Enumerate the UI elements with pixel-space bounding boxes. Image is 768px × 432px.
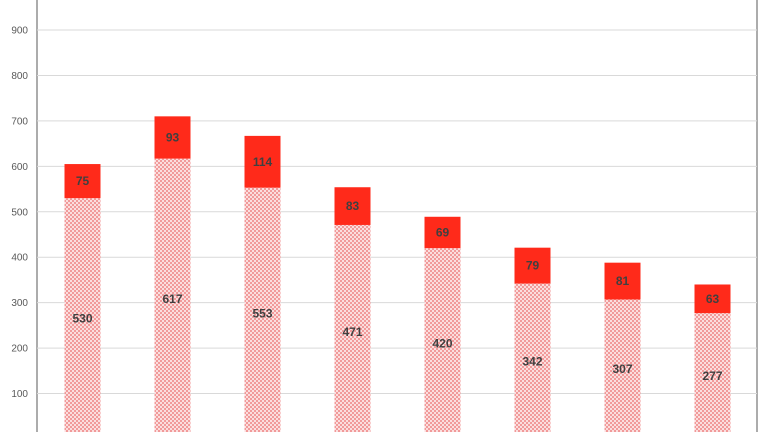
y-tick-label: 500 xyxy=(11,207,28,218)
bar-segment-base xyxy=(694,313,731,432)
bar-segment-base xyxy=(334,224,371,432)
y-tick-label: 900 xyxy=(11,26,28,37)
bar-segment-base xyxy=(514,283,551,432)
bar-segment-top xyxy=(154,116,191,159)
bar-segment-top xyxy=(694,284,731,314)
data-label-top: 81 xyxy=(616,274,630,288)
bar-segment-base xyxy=(244,187,281,432)
data-label-top: 114 xyxy=(253,155,273,169)
data-label-top: 75 xyxy=(76,174,90,188)
data-label-base: 342 xyxy=(522,354,542,368)
data-label-top: 93 xyxy=(166,130,180,144)
bar-segment-top xyxy=(604,262,641,300)
y-axis-tick-labels: 100 200 300 400 500 600 700 800 900 xyxy=(11,26,28,401)
bar-segment-base xyxy=(154,158,191,432)
data-label-base: 420 xyxy=(432,337,452,351)
y-tick-label: 100 xyxy=(11,389,28,400)
bar-segment-top xyxy=(334,187,371,225)
data-label-top: 69 xyxy=(436,225,450,239)
bar-segment-base xyxy=(424,248,461,432)
y-tick-label: 400 xyxy=(11,253,28,264)
y-tick-label: 700 xyxy=(11,116,28,127)
data-label-top: 63 xyxy=(706,292,720,306)
data-label-base: 471 xyxy=(342,325,362,339)
bar-segment-base xyxy=(64,198,101,432)
bar-segment-top xyxy=(514,247,551,284)
y-tick-label: 200 xyxy=(11,344,28,355)
data-label-top: 79 xyxy=(526,259,540,273)
bar-segment-base xyxy=(604,299,641,432)
plot-frame xyxy=(36,0,758,432)
y-tick-label: 600 xyxy=(11,162,28,173)
data-label-base: 307 xyxy=(612,362,632,376)
bar-segment-top xyxy=(244,135,281,188)
data-label-base: 530 xyxy=(72,312,92,326)
data-label-top: 83 xyxy=(346,199,360,213)
bars xyxy=(64,116,731,432)
bar-segment-top xyxy=(64,164,101,199)
data-label-base: 617 xyxy=(162,292,182,306)
data-label-base: 553 xyxy=(252,306,272,320)
data-label-base: 277 xyxy=(702,369,722,383)
y-tick-label: 800 xyxy=(11,71,28,82)
data-labels: 530 75 617 93 553 114 471 83 420 69 342 79 307 81 277 6… xyxy=(72,130,722,383)
y-tick-label: 300 xyxy=(11,298,28,309)
bar-segment-top xyxy=(424,216,461,249)
